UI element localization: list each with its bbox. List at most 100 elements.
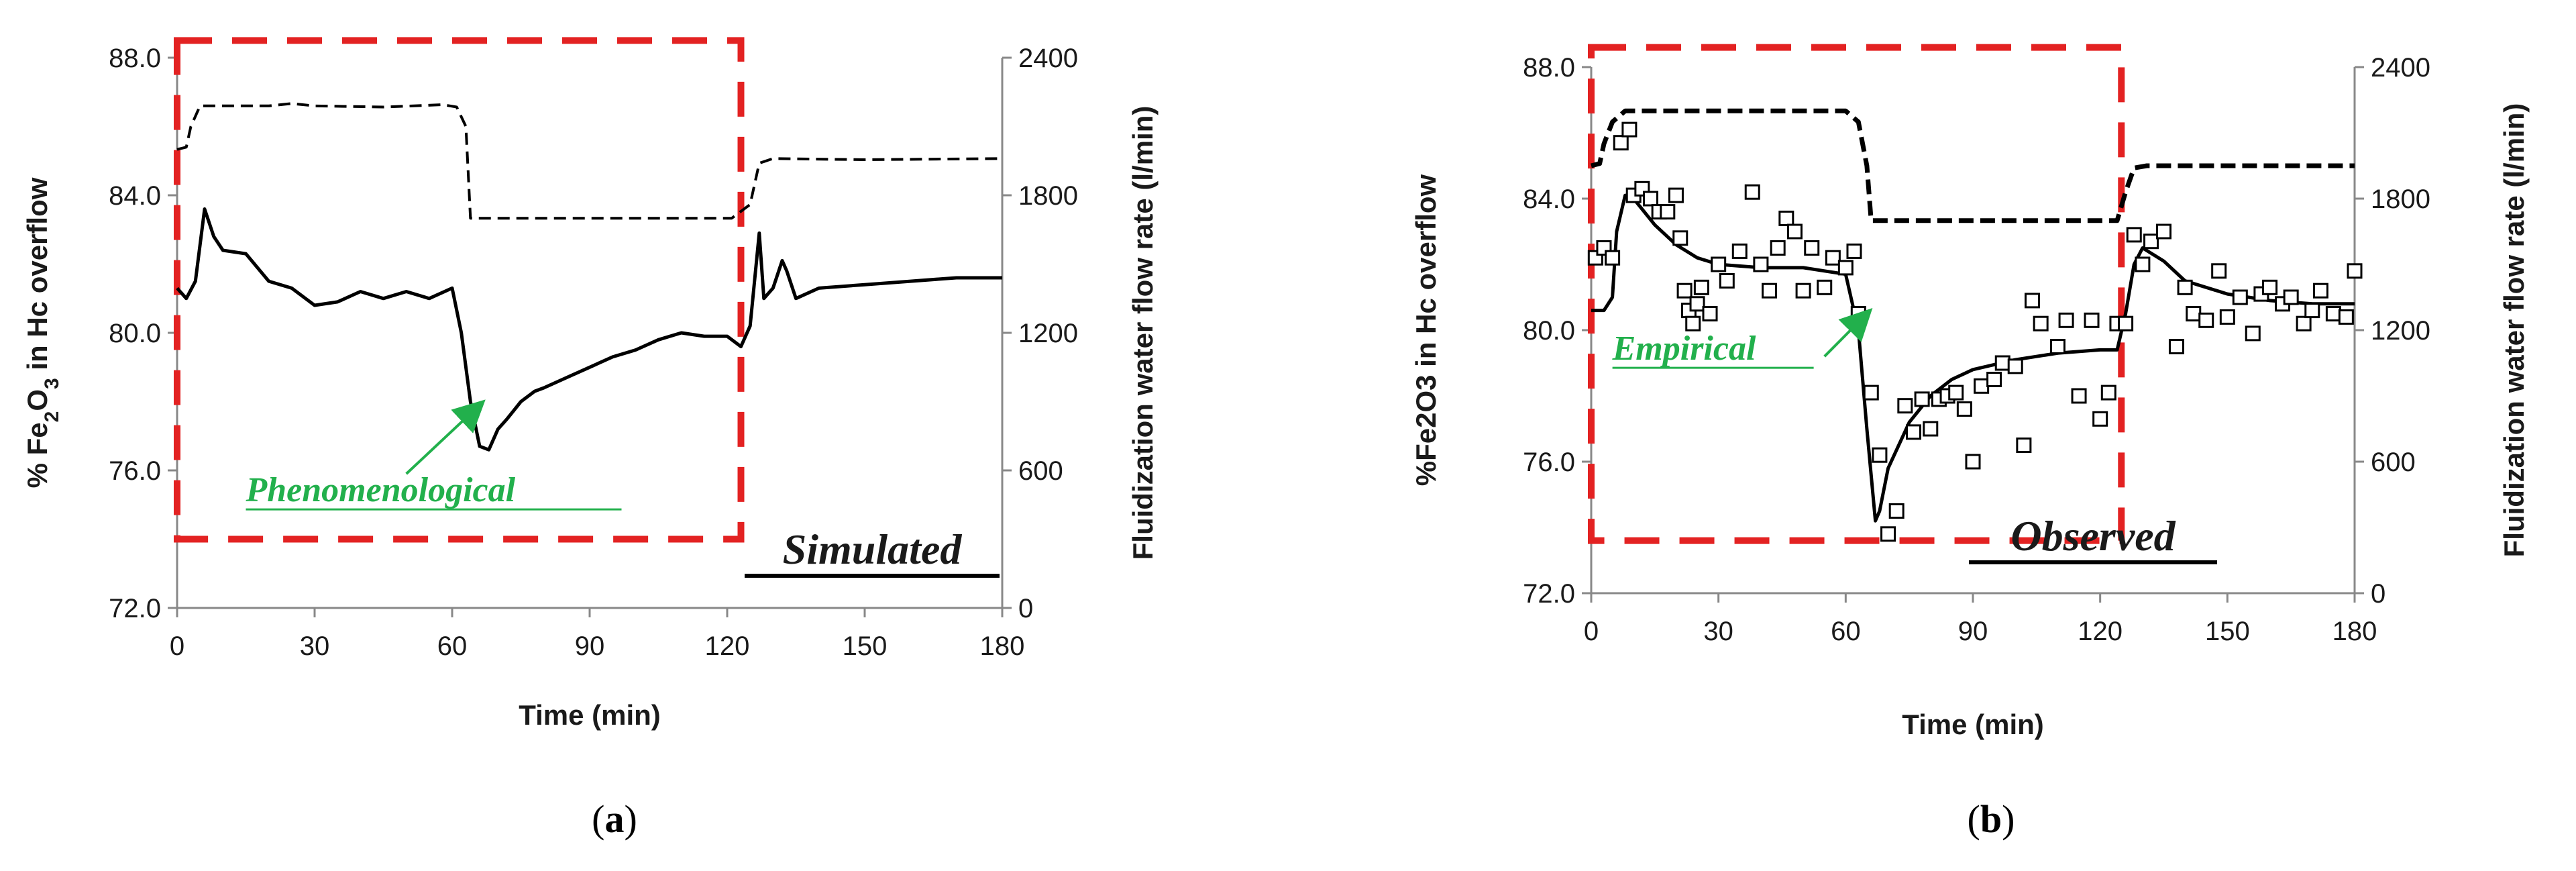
panel-b-fe2o3-line bbox=[1591, 193, 2355, 523]
panel-a-y-axis-title-part: in Hc overflow bbox=[21, 177, 53, 378]
panel-b-observed-point bbox=[2025, 293, 2041, 309]
panel-a-chart: 0 30 60 90 120 150 180 72.0 76.0 80.0 84.0 88.0 0 600… bbox=[21, 37, 1159, 841]
panel-b-observed-point bbox=[2016, 438, 2032, 453]
panel-b-observed-point bbox=[2262, 279, 2278, 295]
panel-b-observed-point bbox=[1744, 184, 1760, 200]
panel-b-observed-point bbox=[1846, 243, 1862, 259]
panel-b-series bbox=[1587, 108, 2363, 542]
panel-b-observed-point bbox=[1974, 378, 1990, 394]
panel-a-x-tick-label: 180 bbox=[980, 631, 1025, 661]
panel-b-observed-point bbox=[2100, 385, 2116, 401]
panel-b-y2-tick-label: 1800 bbox=[2371, 185, 2430, 214]
panel-b-observed-point bbox=[1672, 230, 1688, 246]
panel-b-observed-point bbox=[2071, 388, 2087, 404]
panel-b-observed-point bbox=[1660, 204, 1676, 220]
panel-b-observed-point bbox=[1668, 187, 1684, 203]
panel-b-caption: (b) bbox=[1968, 797, 2015, 841]
panel-a-caption-close: ) bbox=[625, 797, 637, 841]
panel-b-observed-point bbox=[1676, 283, 1693, 299]
panel-a-model-label: Phenomenological bbox=[246, 471, 516, 509]
panel-a-y-tick-label: 72.0 bbox=[109, 594, 161, 623]
panel-a-tag: Simulated bbox=[783, 525, 963, 573]
panel-b-observed-point bbox=[1897, 398, 1913, 414]
panel-a-y2-tick-label: 2400 bbox=[1018, 44, 1078, 73]
panel-b-observed-point bbox=[1643, 191, 1659, 207]
panel-b-observed-point bbox=[1825, 250, 1841, 266]
panel-b-observed-point bbox=[1863, 385, 1879, 401]
panel-a-labels: Time (min) % Fe2O3 in Hc overflow Fluidiza… bbox=[21, 106, 1159, 841]
panel-a-y-axis-title-part: 2 bbox=[41, 411, 63, 423]
panel-b-observed-point bbox=[1711, 256, 1727, 272]
panel-b-observed-point bbox=[2084, 312, 2100, 328]
panel-a-x-tick-label: 60 bbox=[437, 631, 468, 661]
panel-b-observed-point bbox=[1693, 279, 1709, 295]
panel-a-highlight-box bbox=[174, 37, 745, 543]
panel-b-y2-tick-label: 1200 bbox=[2371, 316, 2430, 346]
panel-a-y-tick-label: 76.0 bbox=[109, 456, 161, 486]
panel-b-observed-point bbox=[2118, 315, 2134, 331]
panel-b-observed-point bbox=[1621, 121, 1638, 138]
panel-b-model-arrow bbox=[1823, 307, 1873, 358]
panel-b-observed-point bbox=[2304, 303, 2320, 319]
panel-b-observed-point bbox=[2283, 289, 2299, 305]
panel-b-y-tick-label: 76.0 bbox=[1523, 448, 1575, 477]
panel-b-labels: Time (min) %Fe2O3 in Hc overflow Fluidizat… bbox=[1410, 103, 2530, 841]
panel-b-observed-point bbox=[1689, 296, 1705, 312]
panel-b-x-tick-label: 90 bbox=[1958, 617, 1988, 646]
panel-a-y2-tick-label: 1800 bbox=[1018, 181, 1078, 211]
panel-b-y-tick-label: 72.0 bbox=[1523, 579, 1575, 609]
panel-b-observed-point bbox=[2092, 411, 2108, 427]
panel-b-y2-tick-label: 0 bbox=[2371, 579, 2385, 609]
panel-a-y-tick-label: 80.0 bbox=[109, 319, 161, 348]
panel-b-observed-point bbox=[1719, 273, 1735, 289]
panel-b-x-axis-title: Time (min) bbox=[1902, 709, 2044, 740]
panel-a-caption: (a) bbox=[592, 797, 637, 841]
panel-b-red-dashed-box bbox=[1588, 44, 2125, 544]
panel-b-observed-point bbox=[2049, 339, 2065, 354]
panel-b-observed-point bbox=[1770, 240, 1786, 256]
panel-b-observed-point bbox=[2198, 312, 2214, 328]
panel-a-y2-tick-label: 0 bbox=[1018, 594, 1033, 623]
panel-b-x-tick-label: 0 bbox=[1584, 617, 1599, 646]
panel-b-observed-point bbox=[2232, 289, 2248, 305]
panel-b-x-tick-label: 180 bbox=[2332, 617, 2377, 646]
panel-b-x-tick-label: 30 bbox=[1703, 617, 1733, 646]
panel-b-observed-point bbox=[1817, 279, 1833, 295]
panel-a-y-tick-label: 84.0 bbox=[109, 181, 161, 211]
panel-b-observed-point bbox=[1880, 526, 1896, 542]
panel-b-x-tick-label: 120 bbox=[2078, 617, 2123, 646]
panel-b-observed-point bbox=[1986, 372, 2002, 387]
panel-b-observed-point bbox=[1804, 240, 1820, 256]
panel-b-tag: Observed bbox=[2010, 512, 2176, 560]
panel-a-y-axis-title-part: O bbox=[21, 389, 53, 411]
panel-b-observed-point bbox=[1948, 385, 1964, 401]
panel-b-observed-point bbox=[1914, 391, 1930, 407]
panel-b-observed-point bbox=[2211, 263, 2227, 279]
panel-b-y-axis-title: %Fe2O3 in Hc overflow bbox=[1410, 174, 1442, 486]
panel-a-red-dashed-box bbox=[174, 37, 745, 543]
panel-b-observed-point bbox=[2033, 315, 2049, 331]
panel-b-observed-point bbox=[1685, 315, 1701, 331]
panel-b-observed-point bbox=[2347, 263, 2363, 279]
panel-a-x-axis-title: Time (min) bbox=[519, 699, 661, 731]
panel-b-observed-point bbox=[2177, 279, 2193, 295]
panel-b-caption-open: ( bbox=[1968, 797, 1980, 841]
panel-a-y2-tick-label: 600 bbox=[1018, 456, 1063, 486]
panel-b-observed-point bbox=[1731, 243, 1748, 259]
panel-b-y2-axis-title: Fluidization water flow rate (l/min) bbox=[2498, 103, 2530, 558]
panel-b-observed-point bbox=[2168, 339, 2184, 354]
panel-a-model-arrow bbox=[405, 399, 486, 475]
panel-a-y-axis-title: % Fe2O3 in Hc overflow bbox=[21, 177, 63, 488]
panel-a-y2-tick-label: 1200 bbox=[1018, 319, 1078, 348]
panel-b-axes: 0 30 60 90 120 150 180 72.0 76.0 80.0 84.0 88.0 0 600… bbox=[1523, 53, 2430, 646]
panel-a-x-tick-label: 90 bbox=[575, 631, 605, 661]
panel-b-observed-point bbox=[1786, 223, 1803, 240]
panel-b-x-tick-label: 150 bbox=[2205, 617, 2250, 646]
panel-b-y2-tick-label: 2400 bbox=[2371, 53, 2430, 83]
panel-b-observed-point bbox=[2126, 227, 2142, 243]
panel-b-y2-tick-label: 600 bbox=[2371, 448, 2416, 477]
panel-b-observed-point bbox=[1872, 447, 1888, 463]
panel-a-x-tick-label: 150 bbox=[843, 631, 888, 661]
panel-b-observed-point bbox=[1605, 250, 1621, 266]
